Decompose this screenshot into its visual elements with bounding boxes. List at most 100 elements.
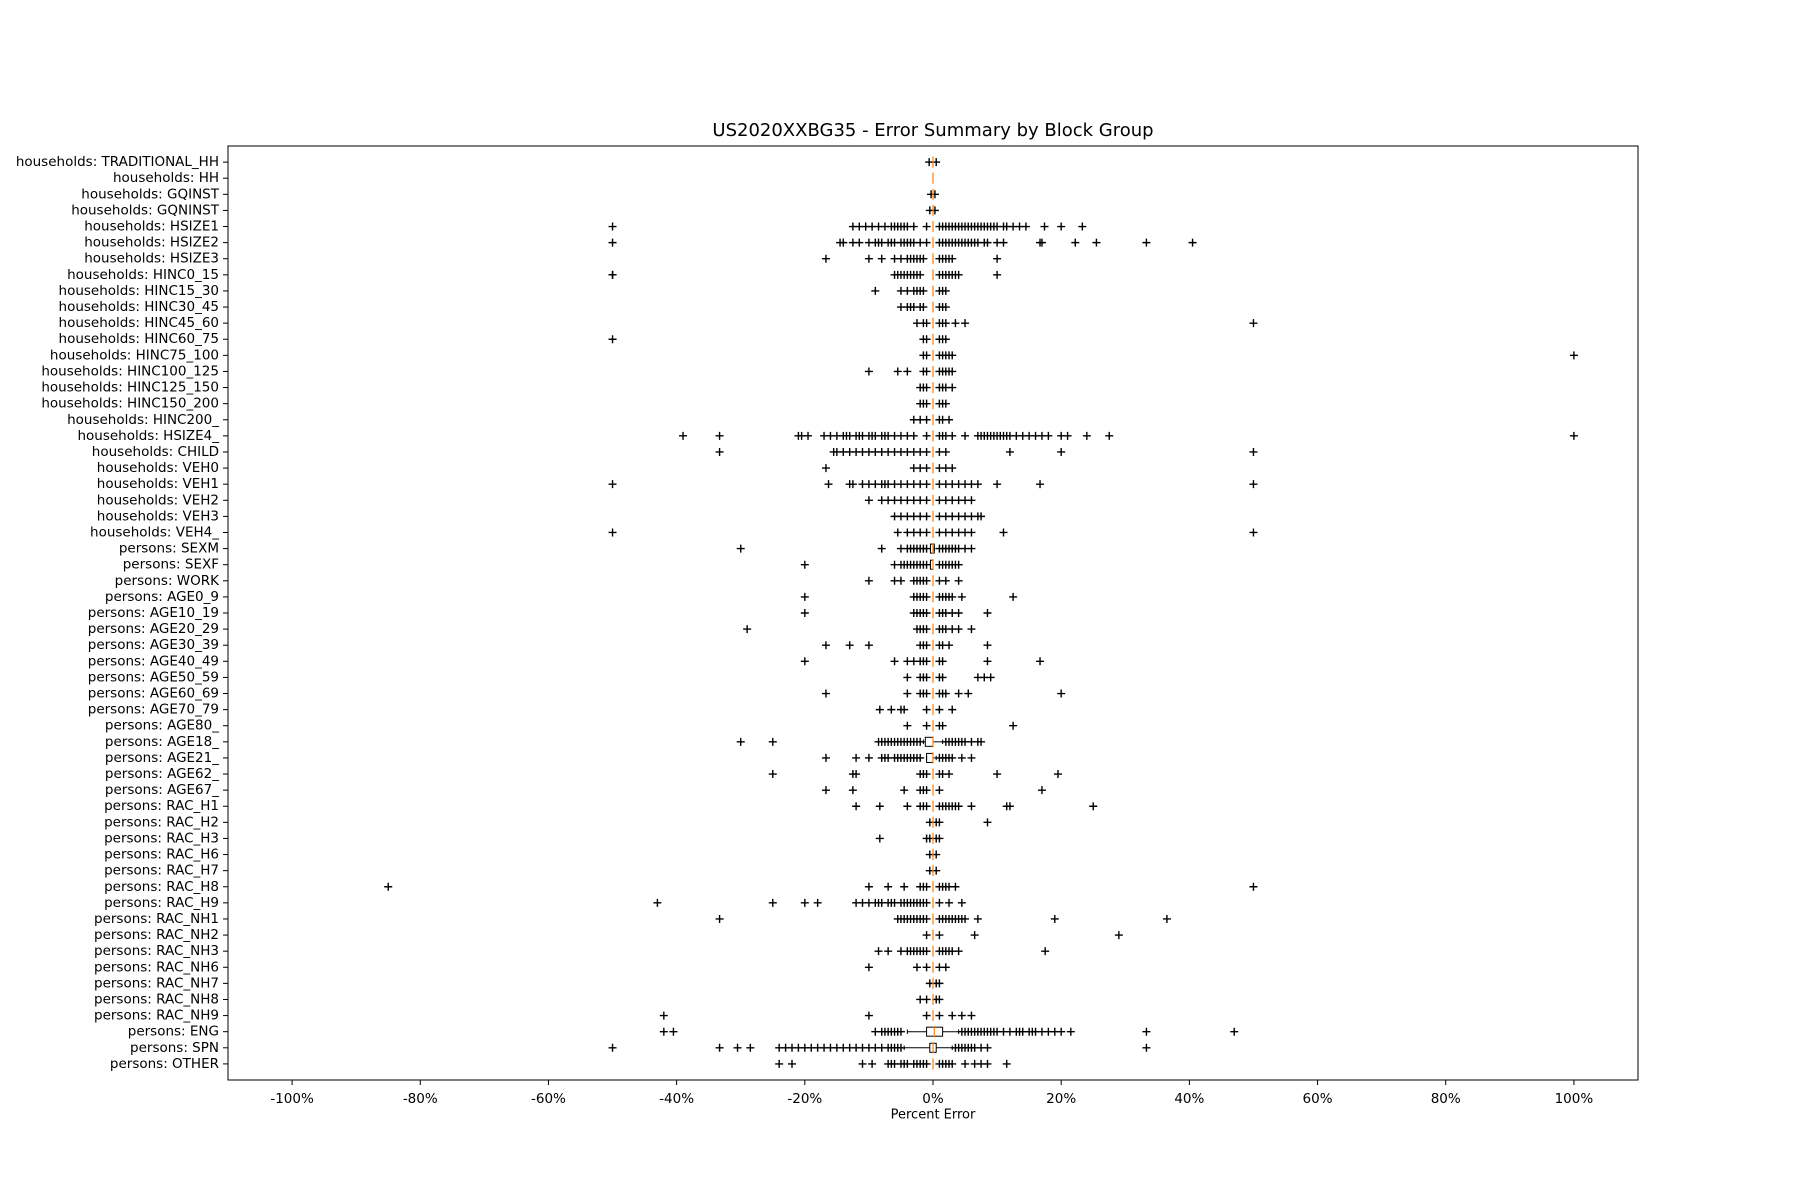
outlier [977,737,986,746]
y-tick-label: households: GQINST [81,186,219,202]
outlier [935,931,944,940]
y-tick-label: households: GQNINST [71,202,220,218]
y-tick-label: persons: AGE10_19 [88,605,219,621]
outlier [855,238,864,247]
outlier [961,431,970,440]
outlier [935,995,944,1004]
outlier [1249,480,1258,489]
outlier [973,914,982,923]
outlier [954,609,963,617]
outlier [922,705,931,714]
outlier [864,963,873,972]
outlier [945,770,954,779]
y-tick-label: households: VEH3 [97,508,219,524]
outlier [948,592,957,601]
outlier [736,544,745,553]
y-tick-label: persons: WORK [115,573,221,589]
outlier [768,770,777,779]
outlier [948,1011,957,1020]
y-tick-label: persons: AGE21_ [105,750,219,766]
outlier [922,657,931,666]
outlier [864,576,873,585]
y-tick-label: persons: AGE50_59 [88,669,219,685]
outlier [948,254,957,263]
outlier [1142,1043,1151,1052]
outlier [922,898,931,907]
outlier [608,270,617,279]
y-tick-label: persons: RAC_NH1 [94,911,219,927]
outlier [852,770,861,779]
outlier [384,882,393,891]
outlier [800,609,809,617]
outlier [922,399,931,408]
outlier [948,383,957,392]
outlier [922,786,931,795]
outlier [1009,592,1018,601]
outlier [967,528,976,537]
outlier [852,802,861,811]
y-tick-label: persons: RAC_NH2 [94,927,219,943]
outlier [743,625,752,634]
outlier [922,721,931,730]
outlier [954,947,963,956]
y-tick-label: households: HINC45_60 [59,315,219,331]
y-tick-label: households: HH [113,170,219,186]
outlier [1249,319,1258,328]
y-tick-label: persons: AGE40_49 [88,653,219,669]
y-tick-label: households: HINC125_150 [41,380,219,396]
y-tick-label: persons: AGE18_ [105,734,219,750]
outlier [1569,431,1578,440]
outlier [893,528,902,537]
outlier [909,222,918,231]
outlier [983,818,992,827]
outlier [922,1011,931,1020]
x-tick-label: 0% [922,1091,944,1107]
y-tick-label: households: HSIZE2 [84,235,219,251]
outlier [893,367,902,376]
outlier [983,641,992,650]
outlier [884,947,893,956]
outlier [848,786,857,795]
outlier [935,834,944,843]
outlier [715,447,724,456]
outlier [922,415,931,424]
outlier [659,1011,668,1020]
outlier [930,206,939,215]
outlier [800,657,809,666]
outlier [922,335,931,344]
outlier [948,1059,957,1068]
outlier [1162,914,1171,923]
y-tick-label: households: HINC60_75 [59,331,219,347]
y-tick-label: persons: AGE0_9 [105,589,219,605]
outlier [1053,770,1062,779]
outlier [1041,947,1050,956]
outlier [922,480,931,489]
outlier [922,528,931,537]
outlier [874,947,883,956]
outlier [999,528,1008,537]
outlier [922,592,931,601]
outlier [957,592,966,601]
y-tick-label: persons: AGE70_79 [88,702,219,718]
outlier [715,431,724,440]
outlier [1142,238,1151,247]
outlier [983,657,992,666]
x-tick-label: 60% [1303,1091,1333,1107]
outlier [800,898,809,907]
outlier [922,238,931,247]
outlier [608,222,617,231]
outlier [922,431,931,440]
outlier [896,576,905,585]
outlier [903,367,912,376]
x-tick-label: -80% [403,1091,438,1107]
outlier [922,367,931,376]
y-tick-label: households: VEH2 [97,492,219,508]
outlier [1057,222,1066,231]
y-tick-label: persons: RAC_NH3 [94,943,219,959]
outlier [775,1059,784,1068]
outlier [922,770,931,779]
outlier [961,914,970,923]
outlier [900,786,909,795]
outlier [659,1027,668,1036]
